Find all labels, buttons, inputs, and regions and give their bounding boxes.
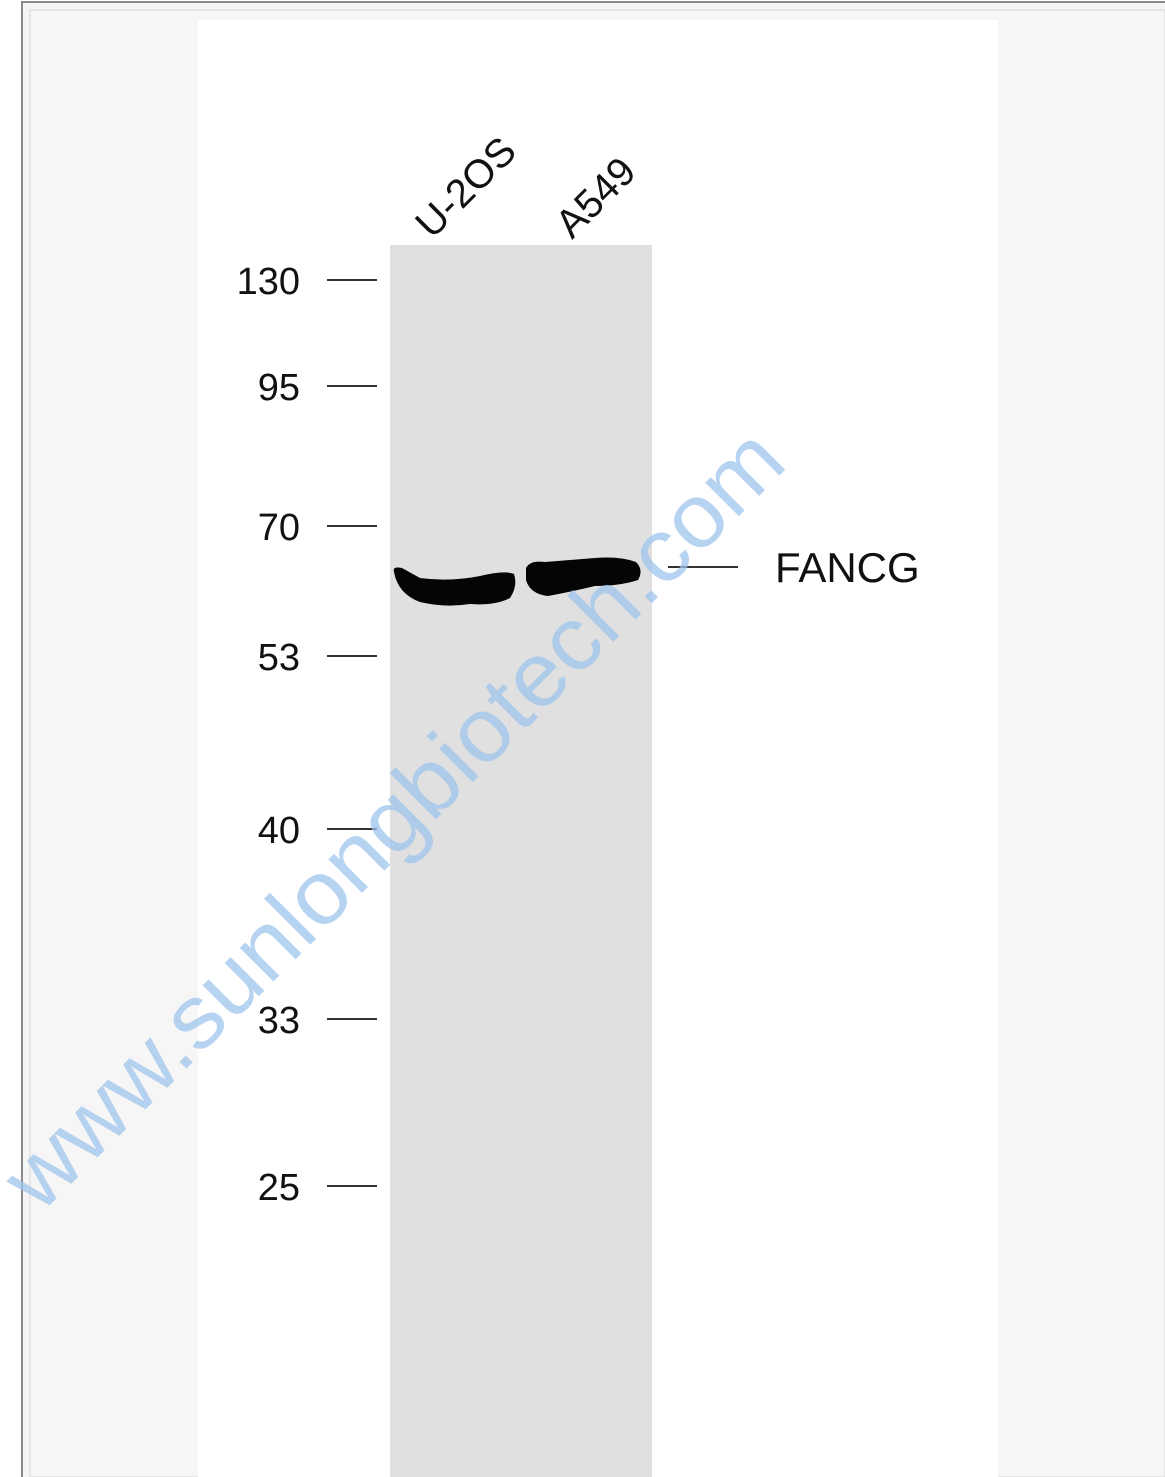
marker-label: 40 <box>258 810 300 852</box>
marker-label: 70 <box>258 507 300 549</box>
band-label: FANCG <box>775 544 920 591</box>
marker-label: 95 <box>258 367 300 409</box>
page: FANCG U-2OS A549 130957053403325 www.sun… <box>0 0 1165 1477</box>
marker-label: 130 <box>237 261 300 303</box>
blot-figure: FANCG U-2OS A549 130957053403325 www.sun… <box>0 0 1165 1477</box>
membrane <box>390 245 652 1477</box>
marker-label: 53 <box>258 637 300 679</box>
marker-label: 25 <box>258 1167 300 1209</box>
